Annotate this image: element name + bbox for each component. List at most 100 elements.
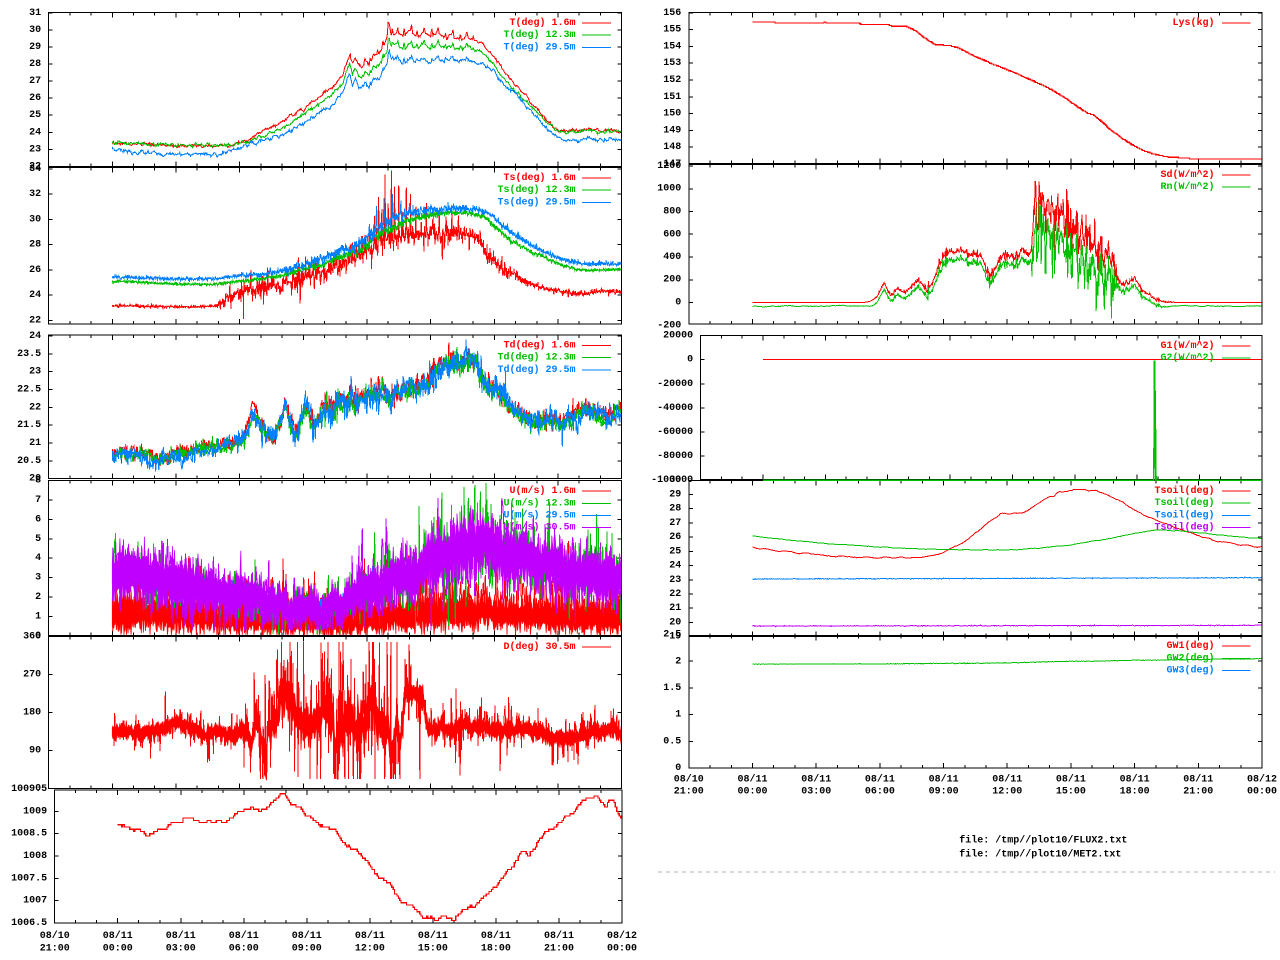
svg-text:08/11: 08/11 — [544, 930, 574, 942]
svg-text:30: 30 — [669, 475, 681, 486]
svg-text:19: 19 — [669, 632, 681, 643]
svg-text:U(m/s) 30.5m: U(m/s) 30.5m — [503, 522, 575, 534]
svg-text:U(m/s) 12.3m: U(m/s) 12.3m — [503, 497, 575, 509]
svg-text:Tsoil(deg): Tsoil(deg) — [1154, 485, 1214, 497]
svg-text:1009.5: 1009.5 — [11, 784, 47, 795]
svg-text:08/11: 08/11 — [166, 930, 196, 942]
svg-text:200: 200 — [663, 275, 681, 286]
svg-text:Ts(deg) 12.3m: Ts(deg) 12.3m — [497, 184, 575, 196]
svg-text:08/11: 08/11 — [481, 930, 511, 942]
svg-text:24: 24 — [29, 331, 41, 342]
svg-text:270: 270 — [23, 670, 41, 681]
svg-text:1008: 1008 — [23, 851, 47, 862]
svg-text:21: 21 — [29, 438, 41, 449]
svg-text:26: 26 — [29, 93, 41, 104]
svg-text:D(deg) 30.5m: D(deg) 30.5m — [503, 641, 575, 653]
svg-text:2: 2 — [35, 592, 41, 603]
svg-text:-200: -200 — [657, 320, 681, 331]
svg-text:08/10: 08/10 — [674, 773, 704, 785]
svg-text:29: 29 — [29, 42, 41, 53]
svg-text:Tsoil(deg): Tsoil(deg) — [1154, 509, 1214, 521]
svg-text:28: 28 — [29, 240, 41, 251]
svg-text:28: 28 — [29, 59, 41, 70]
svg-text:G1(W/m^2): G1(W/m^2) — [1160, 340, 1214, 352]
svg-text:08/11: 08/11 — [229, 930, 259, 942]
svg-text:21:00: 21:00 — [1183, 786, 1213, 797]
svg-text:24: 24 — [669, 561, 681, 572]
svg-text:0.5: 0.5 — [663, 736, 681, 747]
svg-text:1: 1 — [35, 611, 41, 622]
svg-text:150: 150 — [663, 109, 681, 120]
svg-text:08/11: 08/11 — [103, 930, 133, 942]
svg-text:5: 5 — [35, 534, 41, 545]
svg-text:GW3(deg): GW3(deg) — [1166, 665, 1214, 677]
svg-text:00:00: 00:00 — [1247, 786, 1277, 797]
svg-text:153: 153 — [663, 58, 681, 69]
svg-text:Lys(kg): Lys(kg) — [1172, 17, 1214, 29]
svg-text:U(m/s) 1.6m: U(m/s) 1.6m — [509, 485, 575, 497]
svg-text:26: 26 — [29, 265, 41, 276]
svg-text:2.5: 2.5 — [663, 630, 681, 641]
svg-text:1200: 1200 — [657, 161, 681, 172]
svg-text:08/11: 08/11 — [737, 773, 767, 785]
svg-text:U(m/s) 29.5m: U(m/s) 29.5m — [503, 510, 575, 522]
svg-text:30: 30 — [29, 25, 41, 36]
svg-text:800: 800 — [663, 207, 681, 218]
svg-text:-80000: -80000 — [657, 451, 693, 462]
svg-text:15:00: 15:00 — [1056, 786, 1086, 797]
svg-text:T(deg) 29.5m: T(deg) 29.5m — [503, 41, 575, 53]
svg-text:180: 180 — [23, 708, 41, 719]
svg-text:23: 23 — [29, 144, 41, 155]
svg-text:00:00: 00:00 — [103, 944, 133, 955]
svg-text:600: 600 — [663, 229, 681, 240]
svg-text:3: 3 — [35, 573, 41, 584]
svg-text:20000: 20000 — [663, 331, 693, 342]
svg-text:155: 155 — [663, 25, 681, 36]
svg-text:1007.5: 1007.5 — [11, 873, 47, 884]
svg-text:08/11: 08/11 — [418, 930, 448, 942]
svg-text:08/11: 08/11 — [1120, 773, 1150, 785]
svg-text:15:00: 15:00 — [418, 944, 448, 955]
svg-text:Ts(deg) 1.6m: Ts(deg) 1.6m — [503, 172, 575, 184]
svg-text:23.5: 23.5 — [17, 349, 41, 360]
svg-text:09:00: 09:00 — [929, 786, 959, 797]
svg-text:27: 27 — [669, 518, 681, 529]
svg-text:0: 0 — [675, 298, 681, 309]
svg-text:06:00: 06:00 — [229, 944, 259, 955]
svg-text:23: 23 — [669, 575, 681, 586]
svg-text:21.5: 21.5 — [17, 420, 41, 431]
svg-text:34: 34 — [29, 164, 41, 175]
svg-text:21: 21 — [669, 603, 681, 614]
svg-text:0: 0 — [35, 631, 41, 642]
svg-text:148: 148 — [663, 142, 681, 153]
svg-text:06:00: 06:00 — [865, 786, 895, 797]
svg-text:file: /tmp//plot10/MET2.txt: file: /tmp//plot10/MET2.txt — [959, 848, 1121, 860]
svg-text:file: /tmp//plot10/FLUX2.txt: file: /tmp//plot10/FLUX2.txt — [959, 834, 1127, 846]
svg-text:1006.5: 1006.5 — [11, 918, 47, 929]
svg-text:154: 154 — [663, 41, 681, 52]
svg-text:22: 22 — [669, 589, 681, 600]
svg-text:08/11: 08/11 — [865, 773, 895, 785]
svg-text:4: 4 — [35, 553, 41, 564]
svg-text:03:00: 03:00 — [166, 944, 196, 955]
svg-text:1009: 1009 — [23, 807, 47, 818]
svg-text:T(deg) 12.3m: T(deg) 12.3m — [503, 29, 575, 41]
svg-text:23: 23 — [29, 367, 41, 378]
svg-text:21:00: 21:00 — [40, 944, 70, 955]
svg-text:6: 6 — [35, 514, 41, 525]
svg-text:26: 26 — [669, 532, 681, 543]
svg-text:31: 31 — [29, 8, 41, 19]
svg-text:20.5: 20.5 — [17, 456, 41, 467]
svg-text:20: 20 — [29, 474, 41, 485]
svg-text:1: 1 — [675, 710, 681, 721]
svg-text:156: 156 — [663, 8, 681, 19]
svg-text:21:00: 21:00 — [674, 786, 704, 797]
svg-text:29: 29 — [669, 489, 681, 500]
svg-text:09:00: 09:00 — [292, 944, 322, 955]
svg-text:24: 24 — [29, 290, 41, 301]
svg-text:08/10: 08/10 — [40, 930, 70, 942]
svg-text:-20000: -20000 — [657, 379, 693, 390]
svg-text:-60000: -60000 — [657, 427, 693, 438]
svg-text:0: 0 — [687, 355, 693, 366]
svg-text:Tsoil(deg): Tsoil(deg) — [1154, 497, 1214, 509]
